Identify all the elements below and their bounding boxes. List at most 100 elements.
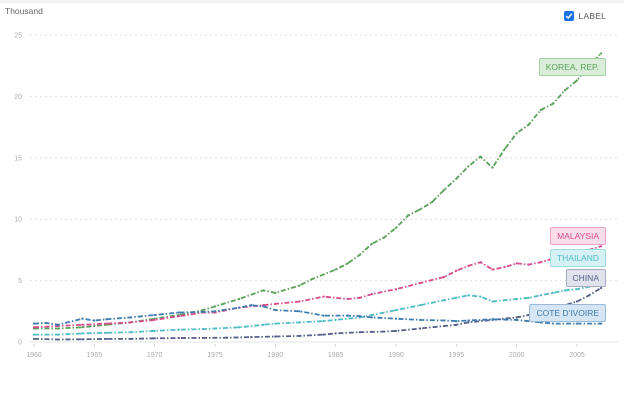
- data-point[interactable]: [298, 284, 301, 287]
- data-point[interactable]: [298, 310, 301, 313]
- data-point[interactable]: [515, 262, 518, 265]
- data-point[interactable]: [32, 333, 36, 336]
- data-point[interactable]: [370, 313, 373, 317]
- data-point[interactable]: [394, 329, 398, 333]
- data-point[interactable]: [32, 322, 36, 325]
- data-point[interactable]: [346, 262, 349, 265]
- data-point[interactable]: [419, 318, 422, 321]
- data-point[interactable]: [298, 321, 301, 324]
- data-point[interactable]: [527, 123, 530, 126]
- data-point[interactable]: [491, 268, 494, 271]
- data-point[interactable]: [334, 332, 337, 335]
- data-point[interactable]: [539, 261, 542, 264]
- data-point[interactable]: [575, 300, 579, 303]
- data-point[interactable]: [443, 275, 446, 279]
- data-point[interactable]: [322, 295, 325, 298]
- data-point[interactable]: [262, 289, 265, 292]
- data-point[interactable]: [274, 335, 277, 338]
- data-point[interactable]: [32, 326, 36, 329]
- data-point[interactable]: [57, 323, 60, 326]
- data-point[interactable]: [515, 318, 518, 321]
- data-point[interactable]: [467, 294, 470, 297]
- data-point[interactable]: [491, 300, 494, 303]
- data-point[interactable]: [129, 337, 132, 341]
- data-point[interactable]: [515, 132, 518, 135]
- data-point[interactable]: [527, 313, 530, 317]
- data-point[interactable]: [419, 327, 422, 330]
- data-point[interactable]: [238, 297, 241, 301]
- data-point[interactable]: [382, 236, 386, 239]
- data-point[interactable]: [238, 306, 241, 309]
- data-point[interactable]: [551, 291, 554, 294]
- data-point[interactable]: [334, 318, 337, 321]
- data-point[interactable]: [443, 299, 446, 302]
- data-point[interactable]: [467, 165, 470, 168]
- series-line-thailand[interactable]: [34, 284, 602, 336]
- data-point[interactable]: [382, 330, 386, 333]
- data-point[interactable]: [225, 336, 229, 339]
- data-point[interactable]: [153, 329, 156, 333]
- data-point[interactable]: [563, 89, 567, 92]
- data-point[interactable]: [129, 321, 132, 324]
- data-point[interactable]: [600, 322, 603, 325]
- data-point[interactable]: [431, 200, 434, 204]
- data-point[interactable]: [213, 327, 217, 330]
- data-point[interactable]: [358, 253, 361, 256]
- data-point[interactable]: [370, 293, 373, 296]
- data-point[interactable]: [370, 242, 373, 245]
- data-point[interactable]: [394, 317, 398, 320]
- data-point[interactable]: [322, 314, 325, 317]
- data-point[interactable]: [322, 273, 325, 276]
- data-point[interactable]: [129, 316, 132, 319]
- data-point[interactable]: [600, 245, 603, 248]
- data-point[interactable]: [310, 278, 313, 281]
- data-point[interactable]: [503, 265, 506, 269]
- data-point[interactable]: [81, 338, 84, 341]
- series-label[interactable]: COTE D'IVOIRE: [529, 304, 606, 322]
- data-point[interactable]: [57, 338, 60, 341]
- data-point[interactable]: [105, 322, 108, 325]
- data-point[interactable]: [575, 79, 579, 82]
- data-point[interactable]: [153, 337, 156, 340]
- label-toggle[interactable]: LABEL: [563, 11, 606, 21]
- data-point[interactable]: [322, 320, 325, 323]
- data-point[interactable]: [201, 328, 205, 331]
- data-point[interactable]: [93, 324, 96, 328]
- data-point[interactable]: [81, 323, 84, 326]
- data-point[interactable]: [346, 297, 349, 301]
- data-point[interactable]: [479, 155, 482, 158]
- data-point[interactable]: [455, 323, 458, 326]
- data-point[interactable]: [551, 102, 554, 105]
- series-label[interactable]: CHINA: [565, 269, 606, 287]
- data-point[interactable]: [346, 314, 349, 317]
- data-point[interactable]: [201, 308, 205, 312]
- data-point[interactable]: [81, 317, 84, 320]
- data-point[interactable]: [129, 331, 132, 334]
- data-point[interactable]: [32, 337, 36, 341]
- data-point[interactable]: [600, 52, 603, 55]
- checkbox-checked-icon[interactable]: [563, 11, 574, 21]
- data-point[interactable]: [177, 311, 180, 314]
- data-point[interactable]: [44, 321, 48, 325]
- data-point[interactable]: [370, 316, 373, 319]
- data-point[interactable]: [419, 304, 422, 307]
- data-point[interactable]: [467, 321, 470, 324]
- data-point[interactable]: [238, 326, 241, 329]
- data-point[interactable]: [575, 288, 579, 291]
- series-label[interactable]: KOREA, REP.: [538, 58, 606, 76]
- data-point[interactable]: [587, 294, 591, 297]
- data-point[interactable]: [298, 334, 301, 337]
- data-point[interactable]: [358, 315, 361, 318]
- data-point[interactable]: [322, 333, 325, 336]
- data-point[interactable]: [201, 336, 205, 340]
- data-point[interactable]: [81, 332, 84, 335]
- data-point[interactable]: [250, 304, 253, 307]
- data-point[interactable]: [443, 319, 446, 322]
- series-line-china[interactable]: [33, 287, 602, 341]
- data-point[interactable]: [93, 319, 96, 322]
- data-point[interactable]: [274, 291, 277, 294]
- data-point[interactable]: [539, 108, 542, 112]
- data-point[interactable]: [491, 166, 494, 169]
- data-point[interactable]: [334, 268, 337, 271]
- data-point[interactable]: [213, 305, 217, 308]
